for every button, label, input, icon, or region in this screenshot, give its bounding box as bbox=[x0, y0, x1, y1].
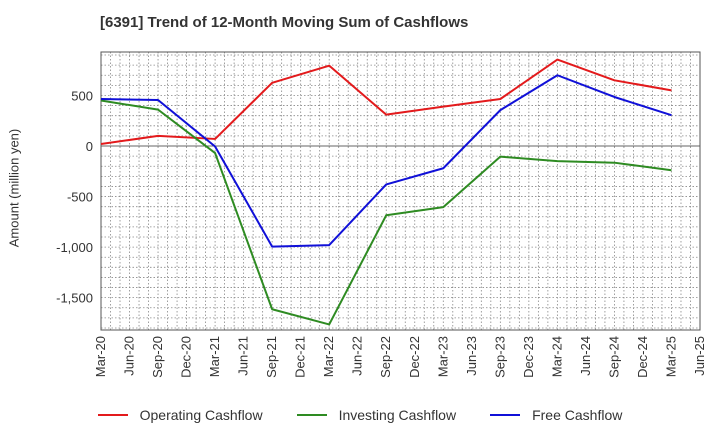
x-tick-label: Sep-24 bbox=[606, 336, 621, 378]
legend-swatch bbox=[97, 414, 128, 416]
x-tick-label: Jun-22 bbox=[350, 336, 365, 376]
legend-item: Free Cashflow bbox=[490, 407, 622, 423]
y-tick-label: -500 bbox=[67, 190, 93, 205]
x-tick-label: Jun-25 bbox=[692, 336, 707, 376]
x-tick-label: Mar-20 bbox=[93, 336, 108, 377]
y-tick-label: -1,000 bbox=[56, 240, 93, 255]
x-tick-label: Mar-21 bbox=[207, 336, 222, 377]
x-tick-label: Mar-24 bbox=[549, 336, 564, 377]
plot-frame bbox=[100, 51, 701, 331]
legend-label: Free Cashflow bbox=[532, 407, 623, 423]
legend: Operating Cashflow Investing Cashflow Free… bbox=[0, 404, 720, 426]
y-tick-label: 0 bbox=[86, 139, 93, 154]
legend-swatch bbox=[490, 414, 521, 416]
x-tick-label: Jun-20 bbox=[122, 336, 137, 376]
series-line bbox=[100, 74, 672, 248]
x-tick-label: Jun-23 bbox=[464, 336, 479, 376]
chart-title: [6391] Trend of 12-Month Moving Sum of C… bbox=[100, 14, 469, 31]
x-tick-label: Mar-22 bbox=[321, 336, 336, 377]
legend-item: Investing Cashflow bbox=[296, 407, 457, 423]
legend-item: Operating Cashflow bbox=[97, 407, 263, 423]
legend-swatch bbox=[296, 414, 327, 416]
x-tick-label: Jun-21 bbox=[236, 336, 251, 376]
x-tick-label: Dec-23 bbox=[521, 336, 536, 378]
series-line bbox=[100, 99, 672, 326]
x-tick-label: Sep-20 bbox=[150, 336, 165, 378]
plot-area bbox=[101, 52, 700, 330]
x-tick-label: Mar-25 bbox=[663, 336, 678, 377]
x-tick-label: Mar-23 bbox=[435, 336, 450, 377]
x-tick-label: Dec-22 bbox=[407, 336, 422, 378]
y-tick-label: 500 bbox=[71, 88, 93, 103]
y-tick-label: -1,500 bbox=[56, 291, 93, 306]
legend-label: Investing Cashflow bbox=[338, 407, 457, 423]
x-tick-label: Dec-20 bbox=[179, 336, 194, 378]
x-tick-label: Sep-22 bbox=[378, 336, 393, 378]
x-tick-label: Sep-21 bbox=[264, 336, 279, 378]
x-tick-label: Sep-23 bbox=[492, 336, 507, 378]
legend-label: Operating Cashflow bbox=[139, 407, 263, 423]
x-tick-label: Jun-24 bbox=[578, 336, 593, 376]
x-tick-label: Dec-21 bbox=[293, 336, 308, 378]
x-tick-label: Dec-24 bbox=[635, 336, 650, 378]
